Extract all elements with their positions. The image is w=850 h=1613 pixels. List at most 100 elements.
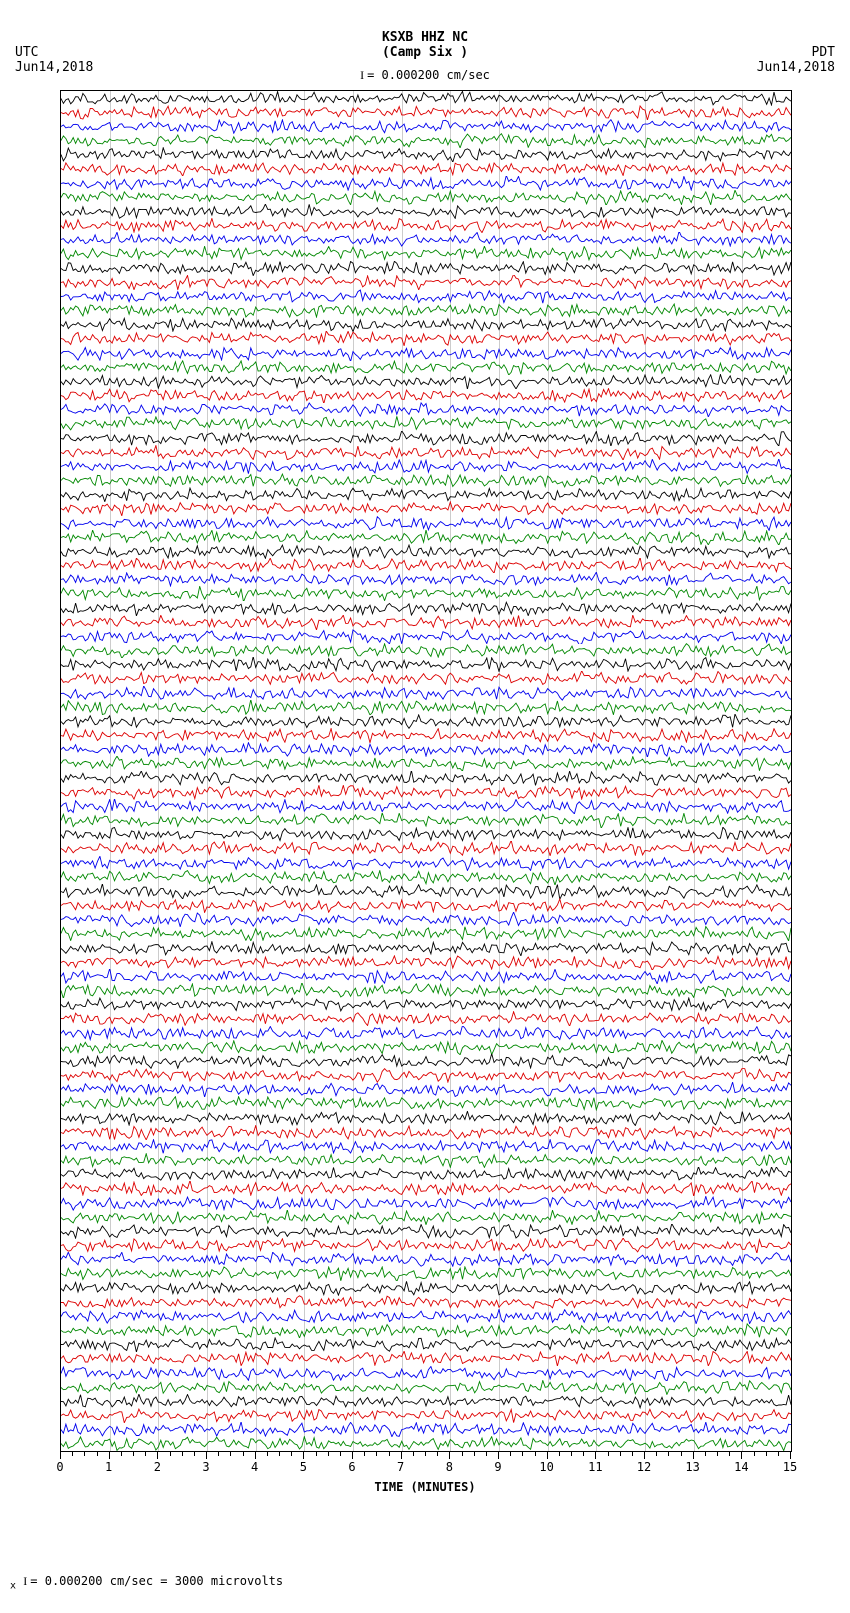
x-tick-minor (717, 1452, 718, 1456)
tz-right-label: PDT (757, 45, 835, 60)
x-tick-major (60, 1452, 61, 1459)
seismic-trace: 03:0020:15 (61, 1224, 791, 1239)
seismic-trace (61, 1422, 791, 1437)
x-tick-minor (522, 1452, 523, 1456)
x-tick-major (498, 1452, 499, 1459)
x-tick-minor (316, 1452, 317, 1456)
x-tick-label: 1 (105, 1460, 112, 1474)
seismic-trace (61, 119, 791, 134)
x-tick-minor (632, 1452, 633, 1456)
seismic-trace (61, 1026, 791, 1041)
date-right-label: Jun14,2018 (757, 60, 835, 75)
seismic-trace: 02:0019:15 (61, 1167, 791, 1182)
seismogram-plot: 07:0000:1508:0001:1509:0002:1510:0003:15… (60, 90, 790, 1494)
x-tick-label: 11 (588, 1460, 602, 1474)
x-tick-minor (583, 1452, 584, 1456)
x-tick-major (693, 1452, 694, 1459)
x-tick-minor (510, 1452, 511, 1456)
seismic-trace: 12:0005:15 (61, 374, 791, 389)
seismic-trace (61, 1266, 791, 1281)
x-tick-major (206, 1452, 207, 1459)
x-tick-minor (340, 1452, 341, 1456)
seismic-trace: 10:0003:15 (61, 261, 791, 276)
seismic-trace: 22:0015:15 (61, 941, 791, 956)
plot-area: 07:0000:1508:0001:1509:0002:1510:0003:15… (60, 90, 792, 1452)
x-tick-minor (754, 1452, 755, 1456)
seismic-trace (61, 700, 791, 715)
seismic-trace (61, 1351, 791, 1366)
seismic-trace (61, 1210, 791, 1225)
date-left-label: Jun14,2018 (15, 60, 93, 75)
seismic-trace (61, 926, 791, 941)
x-tick-major (790, 1452, 791, 1459)
seismic-trace (61, 388, 791, 403)
x-tick-minor (364, 1452, 365, 1456)
seismic-trace (61, 1323, 791, 1338)
x-tick-label: 6 (348, 1460, 355, 1474)
seismic-trace: 01:0018:15 (61, 1111, 791, 1126)
seismic-trace: 13:0006:15 (61, 431, 791, 446)
seismic-trace (61, 501, 791, 516)
x-tick-major (644, 1452, 645, 1459)
x-tick-minor (571, 1452, 572, 1456)
seismic-trace (61, 643, 791, 658)
x-tick-minor (279, 1452, 280, 1456)
seismic-trace (61, 1011, 791, 1026)
seismic-trace (61, 686, 791, 701)
header-right: PDT Jun14,2018 (757, 45, 835, 75)
x-tick-minor (243, 1452, 244, 1456)
seismic-trace (61, 176, 791, 191)
x-tick-minor (766, 1452, 767, 1456)
seismic-trace (61, 615, 791, 630)
seismic-trace (61, 1082, 791, 1097)
seismic-trace (61, 558, 791, 573)
seismic-trace: 21:0014:15 (61, 884, 791, 899)
x-tick-major (352, 1452, 353, 1459)
x-tick-minor (97, 1452, 98, 1456)
x-tick-minor (182, 1452, 183, 1456)
seismic-trace (61, 671, 791, 686)
station-name: (Camp Six ) (382, 45, 468, 60)
seismic-trace (61, 1436, 791, 1451)
x-tick-minor (608, 1452, 609, 1456)
x-tick-label: 5 (300, 1460, 307, 1474)
seismic-trace (61, 1366, 791, 1381)
scale-bar-icon: I (360, 68, 367, 82)
x-tick-minor (620, 1452, 621, 1456)
x-tick-minor (535, 1452, 536, 1456)
seismic-trace (61, 161, 791, 176)
x-tick-minor (705, 1452, 706, 1456)
x-tick-label: 7 (397, 1460, 404, 1474)
seismic-trace (61, 303, 791, 318)
x-tick-minor (230, 1452, 231, 1456)
seismic-trace (61, 416, 791, 431)
x-tick-label: 12 (637, 1460, 651, 1474)
x-axis-ticks: 0123456789101112131415 (60, 1452, 790, 1480)
x-tick-label: 13 (685, 1460, 699, 1474)
x-tick-minor (328, 1452, 329, 1456)
seismic-trace: 05:0022:15 (61, 1337, 791, 1352)
x-tick-major (303, 1452, 304, 1459)
x-axis-title: TIME (MINUTES) (60, 1480, 790, 1494)
seismic-trace (61, 402, 791, 417)
x-tick-minor (291, 1452, 292, 1456)
seismic-trace: 04:0021:15 (61, 1281, 791, 1296)
x-tick-minor (656, 1452, 657, 1456)
x-tick-minor (145, 1452, 146, 1456)
seismic-trace (61, 572, 791, 587)
seismic-trace (61, 1096, 791, 1111)
seismic-trace (61, 1181, 791, 1196)
x-tick-major (401, 1452, 402, 1459)
seismic-trace (61, 1196, 791, 1211)
seismic-trace (61, 246, 791, 261)
seismic-trace (61, 1040, 791, 1055)
seismic-trace (61, 856, 791, 871)
x-tick-major (547, 1452, 548, 1459)
x-tick-minor (133, 1452, 134, 1456)
seismic-trace (61, 331, 791, 346)
scale-text: = 0.000200 cm/sec (367, 68, 490, 82)
x-tick-minor (729, 1452, 730, 1456)
seismic-trace: 08:0001:15 (61, 147, 791, 162)
seismic-trace (61, 1238, 791, 1253)
station-code: KSXB HHZ NC (382, 30, 468, 45)
